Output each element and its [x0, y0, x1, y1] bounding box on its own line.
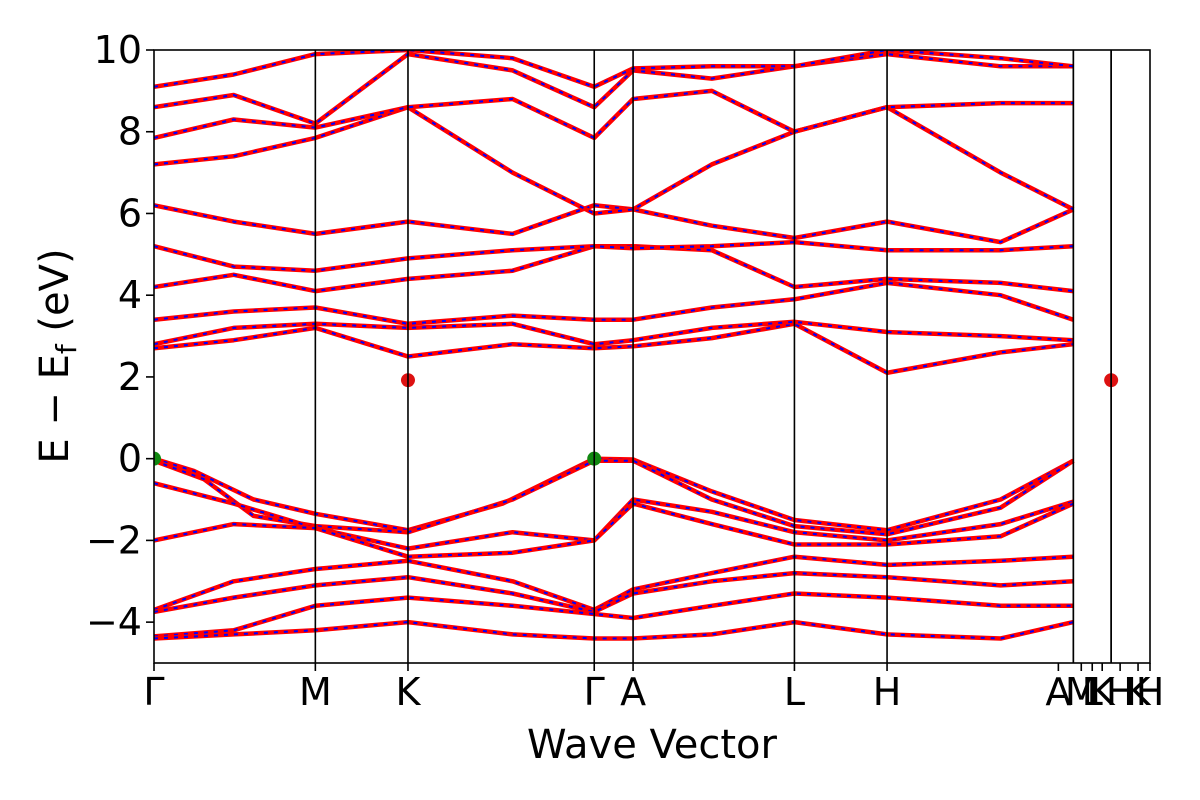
band-9-dashes — [154, 322, 1074, 374]
band-15 — [154, 104, 1075, 216]
band-17 — [154, 51, 1074, 126]
y-axis-title: E − Ef (eV) — [32, 248, 83, 463]
band-13-dashes — [154, 241, 1074, 272]
band-18-dashes — [154, 50, 1074, 88]
band-18-line — [154, 50, 1074, 90]
band-16 — [154, 88, 1074, 141]
band-5-dashes — [154, 555, 1074, 611]
band-8-dashes — [154, 621, 1074, 640]
x-tick-label-0: Γ — [143, 670, 164, 714]
x-tick-label-3: Γ — [584, 670, 605, 714]
band-9-line — [154, 321, 1074, 376]
band-10-line — [154, 319, 1074, 347]
x-tick-label-1: M — [299, 670, 332, 714]
band-3-dashes — [154, 482, 1074, 550]
band-6 — [154, 570, 1074, 615]
x-tick-label-6: H — [873, 670, 902, 714]
band-6-line — [154, 570, 1074, 615]
band-5 — [154, 554, 1074, 613]
band-6-dashes — [154, 572, 1074, 613]
x-tick-label-13: H — [1136, 670, 1165, 714]
band-15-dashes — [154, 106, 1074, 215]
y-tick-label-1: −2 — [86, 518, 142, 562]
y-axis-title-sub: f — [50, 343, 83, 354]
band-11-dashes — [154, 281, 1074, 325]
y-axis-title-unit: (eV) — [32, 248, 78, 344]
y-tick-label-7: 10 — [94, 28, 142, 72]
x-tick-label-9: L — [1082, 670, 1103, 714]
band-16-dashes — [154, 89, 1074, 140]
band-4-line — [154, 501, 1075, 559]
band-4 — [154, 501, 1075, 559]
x-tick-label-7: A — [1045, 670, 1071, 714]
band-18 — [154, 50, 1074, 90]
x-tick-label-2: K — [396, 670, 422, 714]
x-tick-label-11: H — [1106, 670, 1135, 714]
y-tick-label-3: 2 — [118, 355, 142, 399]
band-17-line — [154, 51, 1074, 126]
band-11-line — [154, 280, 1075, 327]
band-14-dashes — [154, 204, 1074, 244]
y-tick-label-4: 4 — [118, 273, 142, 317]
band-13 — [154, 239, 1074, 273]
x-tick-label-10: K — [1090, 670, 1116, 714]
plot-frame — [153, 49, 1151, 664]
y-tick-label-0: −4 — [86, 600, 142, 644]
y-tick-label-2: 0 — [118, 437, 142, 481]
y-tick-label-6: 8 — [118, 110, 142, 154]
band-12-dashes — [154, 245, 1074, 293]
y-tick-label-5: 6 — [118, 191, 142, 235]
vbm-marker-2 — [154, 451, 161, 466]
band-7-dashes — [154, 592, 1074, 638]
band-4-dashes — [154, 502, 1074, 558]
x-tick-label-4: A — [620, 670, 646, 714]
y-axis-title-main: E − E — [32, 354, 78, 464]
band-10 — [154, 319, 1074, 347]
band-8 — [154, 619, 1074, 641]
band-11 — [154, 280, 1075, 327]
band-7 — [154, 591, 1074, 639]
y-axis-ticks: −4 −2 0 2 4 6 8 10 — [86, 28, 154, 644]
x-tick-label-8: M — [1065, 670, 1098, 714]
band-17-dashes — [154, 53, 1074, 125]
plot-area — [154, 50, 1119, 641]
x-tick-label-12: K — [1126, 670, 1152, 714]
band-9 — [154, 321, 1074, 376]
high-symmetry-lines — [314, 50, 1112, 663]
band-8-line — [154, 619, 1074, 641]
band-lines — [154, 50, 1075, 641]
x-tick-label-5: L — [784, 670, 805, 714]
x-axis-title: Wave Vector — [527, 722, 778, 768]
band-14 — [154, 203, 1075, 245]
